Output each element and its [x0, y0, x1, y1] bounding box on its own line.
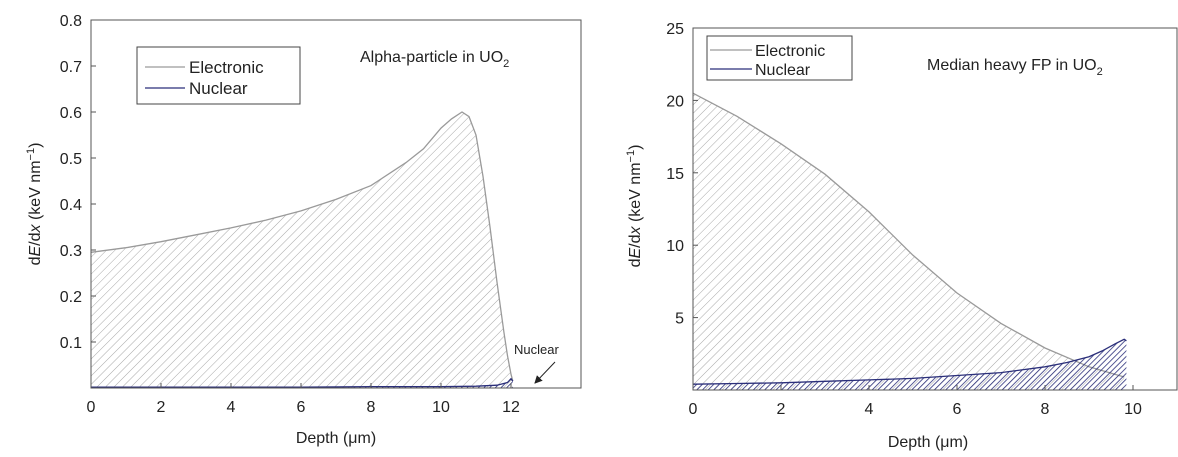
chart1-annotation-label: Nuclear: [514, 342, 559, 357]
chart1-series-line-electronic: [90, 111, 514, 382]
chart1-ytick-label: 0.6: [60, 105, 82, 122]
chart1-title: Alpha-particle in UO2: [360, 49, 509, 70]
chart1-xtick-label: 10: [432, 399, 450, 416]
chart2-xtick-label: 2: [777, 401, 786, 418]
chart1-ytick-label: 0.3: [60, 243, 82, 260]
chart1-xtick-label: 6: [297, 399, 306, 416]
chart2-xtick-label: 0: [689, 401, 698, 418]
chart1-yticks: 0.1 0.2 0.3 0.4 0.5 0.6 0.7 0.8: [60, 13, 96, 352]
chart1-ytick-label: 0.1: [60, 335, 82, 352]
chart2-yticks: 5 10 15 20 25: [666, 21, 698, 328]
chart1-annotation-nuclear: Nuclear: [514, 342, 559, 384]
chart2-area-nuclear: [693, 339, 1127, 390]
chart-median-heavy-fp: 0 2 4 6 8 10 5 10 15 20 25 Median heavy FP in UO2…: [625, 21, 1178, 451]
chart1-area-electronic: [91, 112, 513, 388]
chart2-legend-label-electronic: Electronic: [755, 43, 825, 60]
chart2-series-line-nuclear: [692, 338, 1127, 385]
chart1-legend-label-electronic: Electronic: [189, 58, 264, 77]
chart1-xtick-label: 8: [367, 399, 376, 416]
chart1-y-axis-label: dE/dx (keV nm−1): [25, 143, 44, 266]
chart2-ytick-label: 25: [666, 21, 684, 38]
chart2-y-axis-label: dE/dx (keV nm−1): [625, 145, 644, 268]
chart2-area-electronic: [693, 93, 1125, 390]
chart2-xtick-label: 10: [1124, 401, 1142, 418]
chart2-plot-frame: [692, 27, 1178, 391]
chart1-area-nuclear: [91, 378, 513, 388]
chart2-xtick-label: 4: [865, 401, 874, 418]
chart2-ytick-label: 5: [675, 311, 684, 328]
chart2-areas: [692, 92, 1127, 390]
chart1-xtick-label: 12: [502, 399, 520, 416]
chart1-legend-box: [136, 46, 301, 105]
chart2-series-line-electronic: [692, 92, 1125, 378]
chart1-ytick-label: 0.4: [60, 197, 82, 214]
chart2-ytick-label: 10: [666, 238, 684, 255]
chart1-xtick-label: 0: [87, 399, 96, 416]
chart2-xtick-label: 6: [953, 401, 962, 418]
chart2-xtick-label: 8: [1041, 401, 1050, 418]
chart2-xticks: 0 2 4 6 8 10: [689, 385, 1142, 418]
chart2-x-axis-label: Depth (μm): [888, 434, 968, 451]
chart2-title: Median heavy FP in UO2: [927, 57, 1103, 78]
chart1-ytick-label: 0.7: [60, 59, 82, 76]
chart1-xtick-label: 2: [157, 399, 166, 416]
chart2-legend: Electronic Nuclear: [706, 35, 853, 81]
chart2-ytick-label: 15: [666, 166, 684, 183]
chart2-legend-box: [706, 35, 853, 81]
chart1-legend: Electronic Nuclear: [136, 46, 301, 105]
chart1-legend-label-nuclear: Nuclear: [189, 79, 248, 98]
chart1-ytick-label: 0.2: [60, 289, 82, 306]
chart-alpha-particle: 0 2 4 6 8 10 12 0.1 0.2 0.3 0.4 0.5 0.6 0.7 0.8 Alpha…: [25, 13, 582, 447]
chart1-xticks: 0 2 4 6 8 10 12: [87, 383, 520, 416]
chart1-x-axis-label: Depth (μm): [296, 430, 376, 447]
chart2-legend-label-nuclear: Nuclear: [755, 62, 811, 79]
chart1-areas: [90, 111, 514, 388]
chart1-ytick-label: 0.5: [60, 151, 82, 168]
chart1-xtick-label: 4: [227, 399, 236, 416]
chart1-ytick-label: 0.8: [60, 13, 82, 30]
chart1-annotation-arrow: [534, 361, 556, 384]
chart2-ytick-label: 20: [666, 93, 684, 110]
